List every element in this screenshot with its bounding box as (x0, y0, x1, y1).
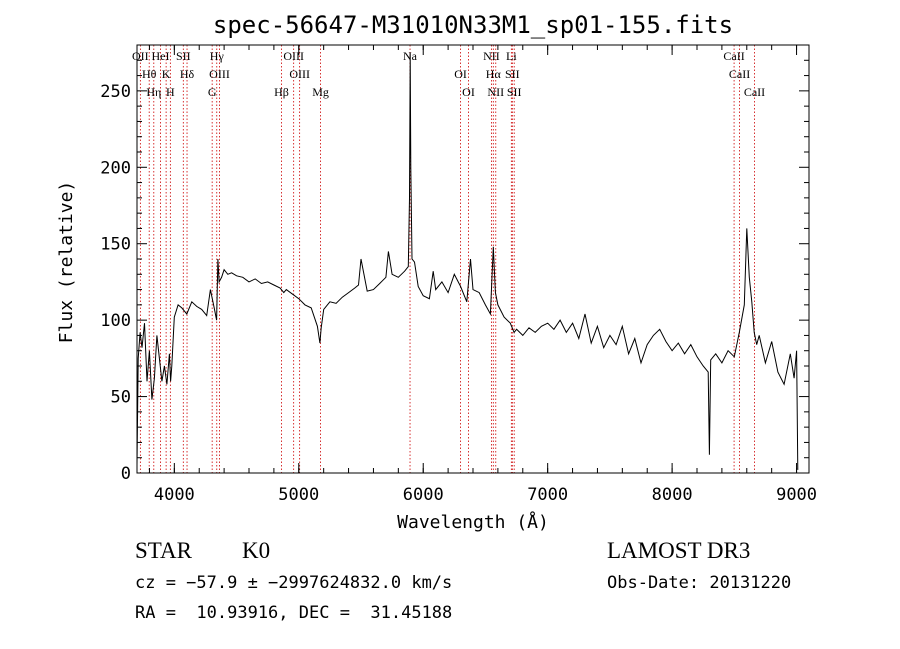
reference-line-label: K (162, 67, 171, 81)
obs-date-text: Obs-Date: 20131220 (607, 573, 792, 593)
y-tick-label: 50 (111, 388, 131, 408)
reference-line-label: Mg (312, 85, 329, 99)
reference-line-label: G (208, 85, 217, 99)
y-tick-label: 100 (100, 311, 131, 331)
reference-line-label: OI (462, 85, 475, 99)
x-axis: 4000 5000 6000 7000 8000 9000 (148, 45, 817, 505)
reference-line-label: NII (487, 85, 504, 99)
reference-line-label: HeI (152, 49, 170, 63)
reference-line-label: CaII (729, 67, 750, 81)
y-tick-label: 200 (100, 158, 131, 178)
reference-line-label: Hγ (210, 49, 225, 63)
reference-line-label: Li (506, 49, 517, 63)
survey-label: LAMOST DR3 (607, 538, 751, 563)
reference-line-label: OIII (209, 67, 230, 81)
x-tick-label: 8000 (652, 485, 693, 505)
y-axis: 0 50 100 150 200 250 (100, 59, 809, 484)
x-tick-label: 6000 (403, 485, 444, 505)
reference-line-label: NII (483, 49, 500, 63)
reference-line-label: CaII (723, 49, 744, 63)
reference-line-label: OIII (289, 67, 310, 81)
redshift-text: cz = −57.9 ± −2997624832.0 km/s (135, 573, 453, 593)
reference-line-label: SII (505, 67, 520, 81)
reference-line-label: SII (176, 49, 191, 63)
reference-line-label: CaII (744, 85, 765, 99)
reference-line-label: Hα (486, 67, 502, 81)
coordinates-text: RA = 10.93916, DEC = 31.45188 (135, 603, 453, 623)
reference-labels: OIIHθHηHeIKHSIIHδGHγOIIIHβOIIIOIIIMgNaOI… (132, 49, 765, 99)
reference-line-label: Hθ (142, 67, 157, 81)
reference-line-label: Hη (146, 85, 161, 99)
chart-title: spec-56647-M31010N33M1_sp01-155.fits (213, 11, 733, 39)
x-tick-label: 5000 (278, 485, 319, 505)
x-tick-label: 4000 (154, 485, 195, 505)
reference-line-label: OI (454, 67, 467, 81)
spectrum-series-line (136, 52, 799, 470)
y-tick-label: 150 (100, 235, 131, 255)
y-tick-label: 250 (100, 82, 131, 102)
class-label: STAR (135, 538, 192, 563)
reference-line-label: H (166, 85, 175, 99)
reference-lines (139, 45, 755, 473)
x-tick-label: 7000 (527, 485, 568, 505)
reference-line-label: SII (507, 85, 522, 99)
x-tick-label: 9000 (776, 485, 817, 505)
y-tick-label: 0 (121, 464, 131, 484)
reference-line-label: OII (132, 49, 149, 63)
subclass-label: K0 (242, 538, 271, 563)
x-axis-label: Wavelength (Å) (397, 511, 549, 533)
reference-line-label: Hδ (180, 67, 195, 81)
plot-frame (136, 44, 810, 474)
reference-line-label: OIII (283, 49, 304, 63)
y-axis-label: Flux (relative) (56, 181, 77, 344)
reference-line-label: Hβ (274, 85, 289, 99)
